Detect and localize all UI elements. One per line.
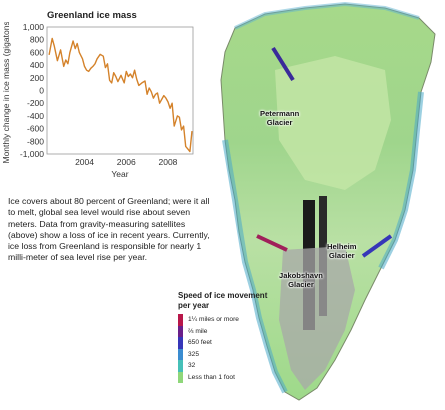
speed-legend: Speed of ice movement per year 1¼ miles … [178,291,270,383]
legend-item: 650 feet [178,337,270,349]
legend-swatch [178,325,183,337]
legend-item: 32 [178,360,270,372]
x-tick-label: 2006 [117,157,136,167]
legend-item: ⅔ mile [178,325,270,337]
legend-swatch [178,360,183,372]
jakobshavn-glacier-stream [256,234,288,252]
x-tick-label: 2008 [159,157,178,167]
y-axis: 1,000 800 600 400 200 0 -200 -400 -600 -800 -1,000 [20,22,44,159]
y-tick-label: 400 [30,60,44,70]
petermann-glacier-stream [271,46,295,82]
y-tick-label: 1,000 [23,22,45,32]
y-axis-label: Monthly change in ice mass (gigatons) [1,22,11,164]
y-tick-label: 200 [30,73,44,83]
chart-title: Greenland ice mass [47,10,137,21]
south-grey-region [279,246,355,390]
y-tick-label: -200 [27,98,44,108]
legend-label: 650 feet [188,339,212,347]
legend-title: Speed of ice movement per year [178,291,268,310]
interior-high-ice [275,56,391,190]
y-tick-label: -400 [27,111,44,121]
plot-frame [46,26,194,155]
legend-label: 32 [188,362,196,370]
x-axis: 2004 2006 2008 [75,157,178,167]
glacier-label-helheim: Helheim Glacier [327,242,357,260]
ice-mass-line-chart: 1,000 800 600 400 200 0 -200 -400 -600 -800 -1,000… [1,22,194,179]
legend-label: 1¼ miles or more [188,316,239,324]
east-coastal-fast-ice [378,91,424,270]
y-tick-label: 0 [39,86,44,96]
glacier-label-petermann: Petermann Glacier [260,109,300,127]
legend-item: 1¼ miles or more [178,314,270,326]
legend-swatch [178,314,183,326]
helheim-glacier-stream [361,234,393,258]
legend-swatch [178,348,183,360]
body-paragraph: Ice covers about 80 percent of Greenland… [8,196,210,263]
legend-swatch [178,371,183,383]
legend-swatch [178,337,183,349]
legend-label: ⅔ mile [188,327,208,335]
legend-item: Less than 1 foot [178,371,270,383]
y-tick-label: 600 [30,47,44,57]
y-tick-label: -1,000 [20,149,44,159]
greenland-ice-velocity-map [220,1,436,401]
series-line [48,37,193,153]
north-coastal-fast-ice [234,1,420,30]
y-tick-label: 800 [30,35,44,45]
y-tick-label: -600 [27,124,44,134]
legend-label: 325 [188,350,200,358]
x-tick-label: 2004 [75,157,94,167]
legend-item: 325 [178,348,270,360]
coastal-fast-ice [222,139,288,394]
legend-label: Less than 1 foot [188,373,235,381]
glacier-label-jakobshavn: Jakobshavn Glacier [279,271,323,289]
y-tick-label: -800 [27,136,44,146]
x-axis-label: Year [111,169,128,179]
